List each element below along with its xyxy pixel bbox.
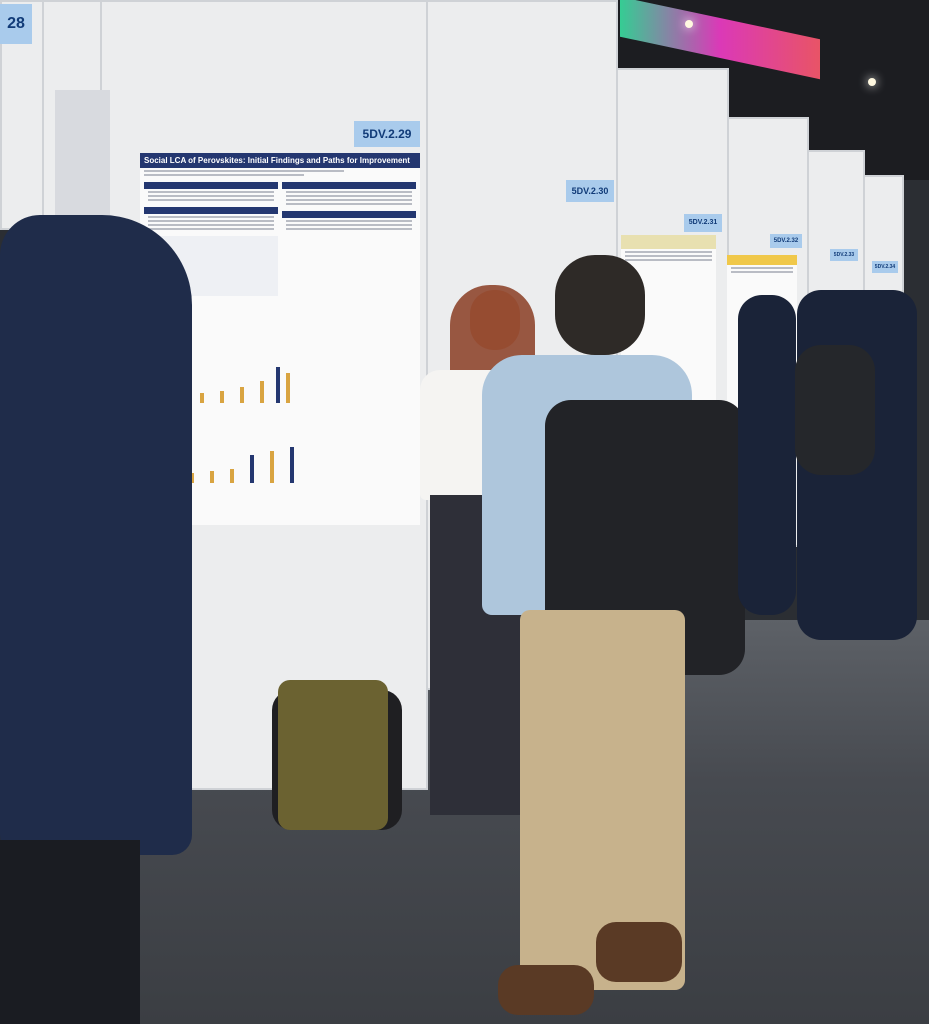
booth-label-28: 28 bbox=[0, 4, 32, 44]
booth-label-233: 5DV.2.33 bbox=[830, 249, 858, 261]
poster-title: Social LCA of Perovskites: Initial Findi… bbox=[140, 153, 420, 168]
poster-chart-2 bbox=[180, 443, 310, 483]
attendee-glasses bbox=[738, 295, 796, 615]
olive-jacket bbox=[278, 680, 388, 830]
visitor-shoe bbox=[596, 922, 682, 982]
booth-label-230: 5DV.2.30 bbox=[566, 180, 614, 202]
foreground-person-jacket bbox=[0, 215, 192, 855]
booth-label-231: 5DV.2.31 bbox=[684, 214, 722, 232]
visitor-head bbox=[555, 255, 645, 355]
booth-label-234: 5DV.2.34 bbox=[872, 261, 898, 273]
visitor-shoe bbox=[498, 965, 594, 1015]
ceiling-light bbox=[685, 20, 693, 28]
booth-label-232: 5DV.2.32 bbox=[770, 234, 802, 248]
attendee-backpack-bag bbox=[795, 345, 875, 475]
booth-label-229: 5DV.2.29 bbox=[354, 121, 420, 147]
ceiling-light bbox=[868, 78, 876, 86]
foreground-person-trousers bbox=[0, 840, 140, 1024]
